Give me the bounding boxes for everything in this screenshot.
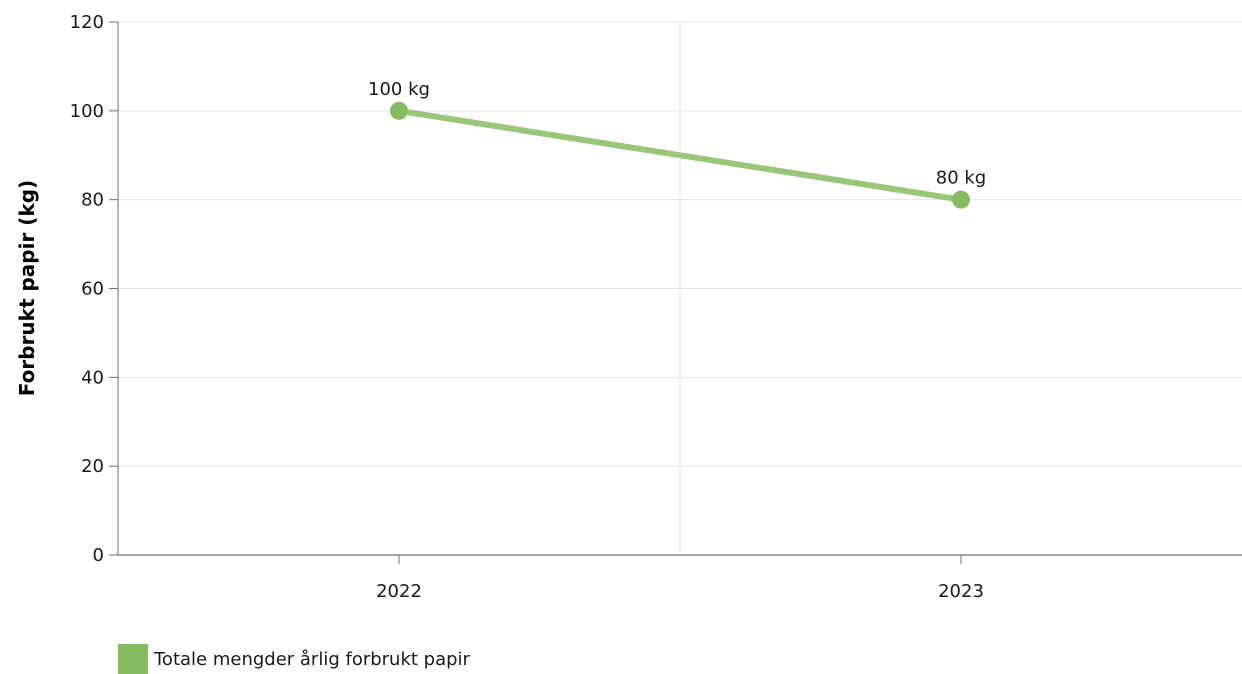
y-axis-title: Forbrukt papir (kg)	[15, 180, 39, 396]
y-tick-label: 20	[81, 456, 104, 477]
y-tick-label: 100	[70, 101, 104, 122]
y-tick-label: 0	[93, 545, 104, 566]
y-tick-label: 40	[81, 367, 104, 388]
data-point[interactable]	[390, 101, 408, 120]
legend: Totale mengder årlig forbrukt papir	[118, 644, 470, 674]
legend-swatch	[118, 644, 148, 674]
data-labels: 100 kg 80 kg	[368, 79, 986, 189]
y-tick-label: 80	[81, 190, 104, 211]
grid-lines	[118, 21, 1242, 555]
axes: Forbrukt papir (kg) 0 20 40 60 80 100 120 2022 2…	[15, 12, 1242, 602]
line-chart: Forbrukt papir (kg) 0 20 40 60 80 100 120 2022 2…	[15, 12, 1242, 602]
data-label: 100 kg	[368, 79, 430, 100]
legend-label: Totale mengder årlig forbrukt papir	[154, 648, 470, 670]
data-point[interactable]	[952, 190, 970, 209]
y-tick-label: 120	[70, 12, 104, 33]
series-layer	[390, 101, 970, 209]
y-tick-label: 60	[81, 279, 104, 300]
series-line	[396, 107, 964, 203]
data-label: 80 kg	[936, 168, 986, 189]
x-tick-label: 2023	[938, 581, 984, 602]
x-tick-label: 2022	[376, 581, 422, 602]
